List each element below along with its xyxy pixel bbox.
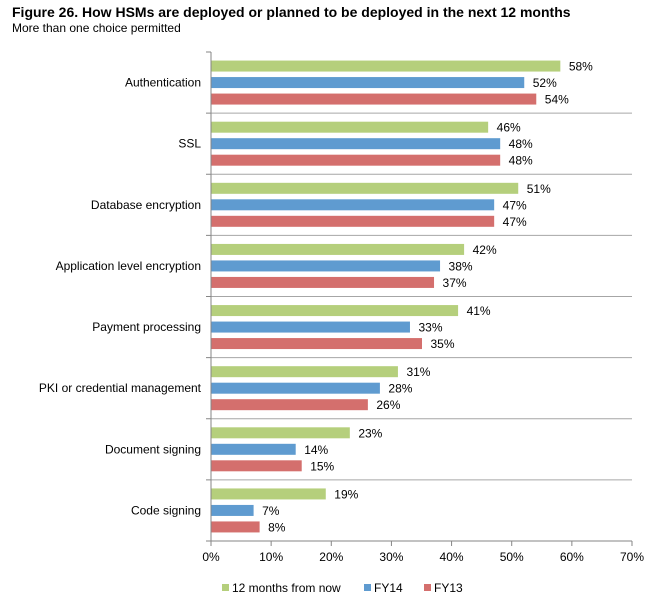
bar xyxy=(211,427,350,439)
data-label: 41% xyxy=(467,304,491,318)
data-label: 15% xyxy=(310,459,334,473)
bar xyxy=(211,276,435,288)
legend-swatch xyxy=(222,584,229,591)
x-tick-label: 20% xyxy=(319,550,343,564)
data-label: 31% xyxy=(406,365,430,379)
category-label: Document signing xyxy=(105,442,201,456)
legend-swatch xyxy=(424,584,431,591)
bar xyxy=(211,199,495,211)
bar xyxy=(211,521,260,533)
bar xyxy=(211,366,398,378)
category-label: SSL xyxy=(178,137,201,151)
data-label: 47% xyxy=(503,198,527,212)
data-label: 38% xyxy=(449,259,473,273)
bar xyxy=(211,338,422,350)
data-label: 42% xyxy=(473,243,497,257)
category-label: PKI or credential management xyxy=(39,381,202,395)
data-label: 33% xyxy=(418,321,442,335)
x-tick-label: 50% xyxy=(500,550,524,564)
x-tick-label: 70% xyxy=(620,550,644,564)
x-tick-label: 40% xyxy=(440,550,464,564)
data-label: 54% xyxy=(545,93,569,107)
data-label: 46% xyxy=(497,121,521,135)
legend-label: FY13 xyxy=(434,581,463,595)
data-label: 58% xyxy=(569,60,593,74)
bar xyxy=(211,77,525,89)
bar xyxy=(211,215,495,227)
bar xyxy=(211,60,561,72)
data-label: 52% xyxy=(533,76,557,90)
data-label: 14% xyxy=(304,443,328,457)
bar xyxy=(211,182,519,194)
bar xyxy=(211,121,489,133)
bar xyxy=(211,154,501,166)
x-tick-label: 60% xyxy=(560,550,584,564)
bar xyxy=(211,305,459,317)
bar xyxy=(211,382,380,394)
legend-label: FY14 xyxy=(374,581,403,595)
category-label: Payment processing xyxy=(92,320,201,334)
bar xyxy=(211,243,465,255)
bar xyxy=(211,488,326,500)
data-label: 7% xyxy=(262,504,280,518)
data-label: 48% xyxy=(509,154,533,168)
legend-swatch xyxy=(364,584,371,591)
legend-label: 12 months from now xyxy=(232,581,341,595)
data-label: 23% xyxy=(358,426,382,440)
data-label: 51% xyxy=(527,182,551,196)
category-label: Authentication xyxy=(125,76,201,90)
bar xyxy=(211,504,254,516)
category-label: Code signing xyxy=(131,503,201,517)
data-label: 19% xyxy=(334,487,358,501)
x-tick-label: 30% xyxy=(379,550,403,564)
figure-title: Figure 26. How HSMs are deployed or plan… xyxy=(12,4,571,20)
bar xyxy=(211,138,501,150)
data-label: 26% xyxy=(376,398,400,412)
bar xyxy=(211,460,302,472)
bar xyxy=(211,321,410,333)
data-label: 47% xyxy=(503,215,527,229)
data-label: 37% xyxy=(443,276,467,290)
bar xyxy=(211,399,368,411)
data-label: 35% xyxy=(431,337,455,351)
x-tick-label: 0% xyxy=(202,550,220,564)
data-label: 48% xyxy=(509,137,533,151)
category-label: Database encryption xyxy=(91,198,201,212)
figure-subtitle: More than one choice permitted xyxy=(12,21,181,35)
bar xyxy=(211,93,537,105)
data-label: 28% xyxy=(388,382,412,396)
data-label: 8% xyxy=(268,520,286,534)
x-tick-label: 10% xyxy=(259,550,283,564)
category-label: Application level encryption xyxy=(56,259,201,273)
bar xyxy=(211,443,296,455)
bar xyxy=(211,260,441,272)
